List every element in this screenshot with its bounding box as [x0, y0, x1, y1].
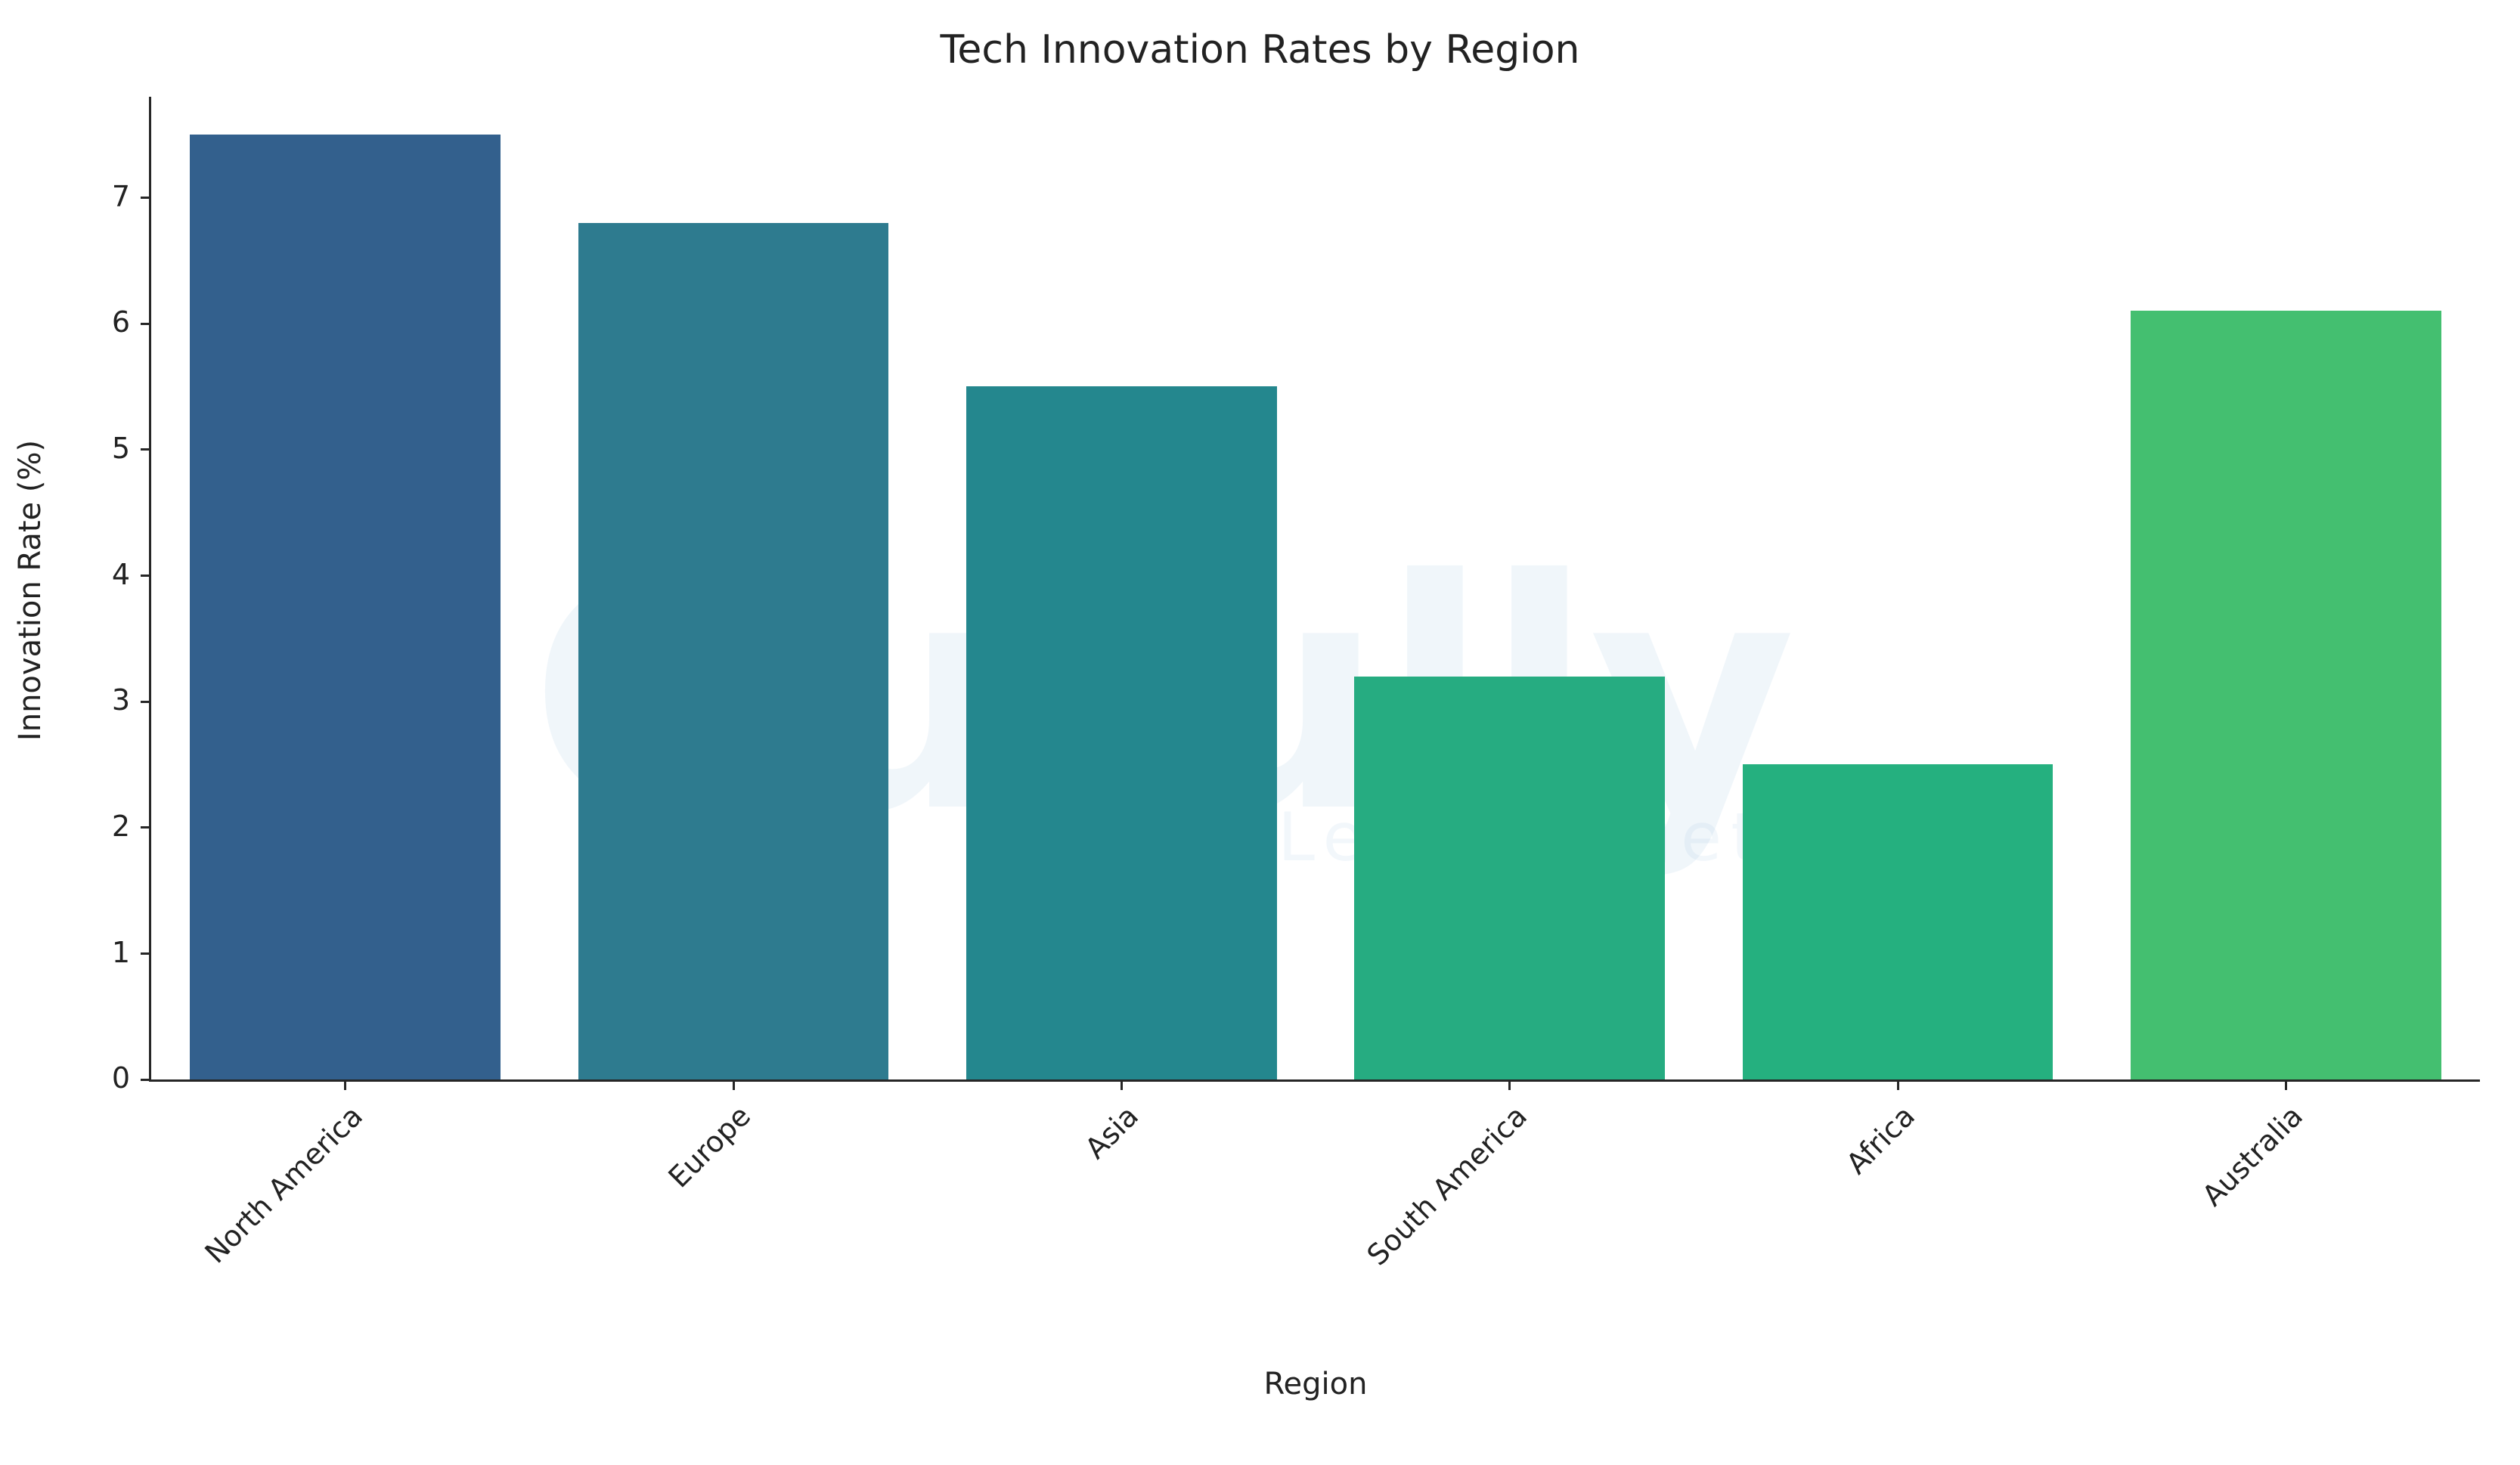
y-axis-line — [149, 97, 151, 1082]
y-axis-label: Innovation Rate (%) — [13, 99, 48, 1082]
y-tick-mark — [141, 448, 151, 451]
bar — [190, 135, 501, 1079]
x-tick-mark — [1897, 1079, 1899, 1090]
x-tick-mark — [1508, 1079, 1511, 1090]
bar — [578, 223, 889, 1079]
y-tick-mark — [141, 575, 151, 577]
y-tick-label: 4 — [62, 558, 130, 591]
x-tick-mark — [344, 1079, 346, 1090]
bar — [966, 386, 1277, 1079]
y-tick-mark — [141, 701, 151, 703]
y-tick-label: 2 — [62, 810, 130, 843]
y-tick-label: 0 — [62, 1061, 130, 1095]
x-tick-mark — [733, 1079, 735, 1090]
y-tick-mark — [141, 952, 151, 955]
y-tick-mark — [141, 197, 151, 199]
y-tick-label: 5 — [62, 432, 130, 465]
chart-title: Tech Innovation Rates by Region — [0, 27, 2520, 73]
y-tick-mark — [141, 826, 151, 829]
y-tick-label: 7 — [62, 180, 130, 213]
y-tick-mark — [141, 1079, 151, 1081]
bar — [1743, 764, 2054, 1079]
y-tick-label: 3 — [62, 683, 130, 717]
x-tick-mark — [2285, 1079, 2287, 1090]
y-tick-label: 1 — [62, 936, 130, 969]
bar — [1354, 677, 1665, 1079]
y-tick-label: 6 — [62, 305, 130, 339]
x-axis-label: Region — [151, 1367, 2480, 1402]
y-tick-mark — [141, 323, 151, 325]
plot-area: Gurully Let's target — [151, 97, 2480, 1079]
x-axis-line — [151, 1079, 2480, 1082]
bar — [2131, 311, 2441, 1079]
chart-container: Tech Innovation Rates by Region Gurully … — [0, 0, 2520, 1465]
x-tick-mark — [1121, 1079, 1123, 1090]
